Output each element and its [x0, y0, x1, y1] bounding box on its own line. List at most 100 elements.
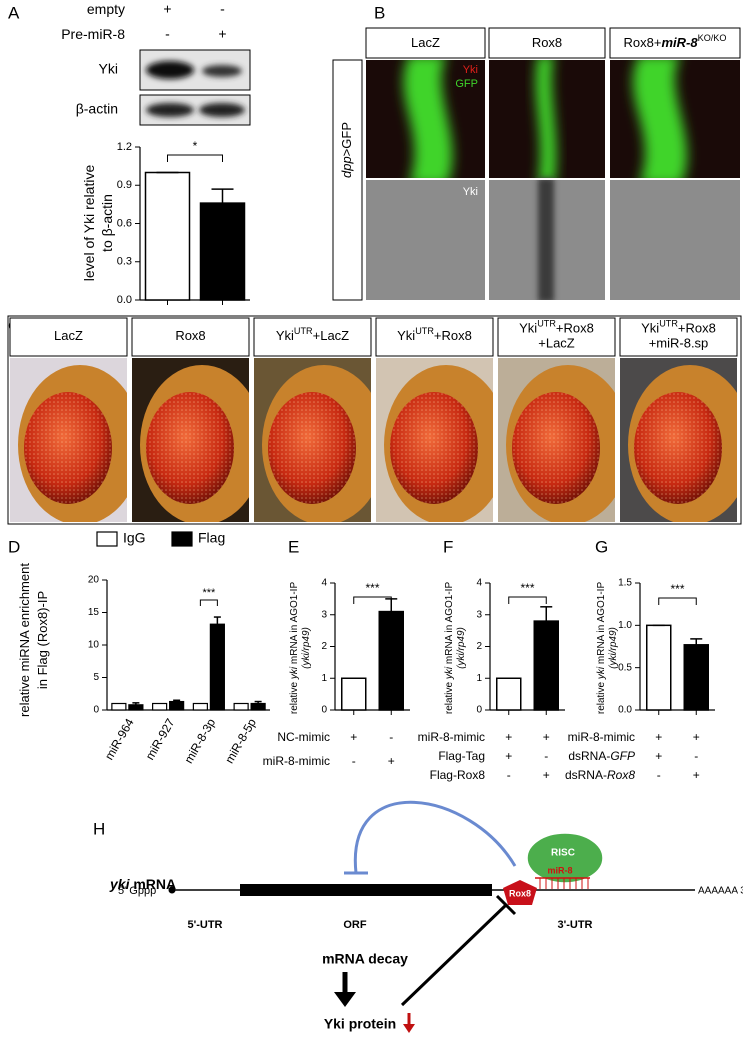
significance-bracket	[353, 596, 392, 604]
column-header-label-part: UTR	[537, 319, 556, 329]
column-header-label-part: +Rox8	[556, 321, 594, 336]
column-header	[131, 317, 250, 357]
panel-label: G	[595, 537, 608, 556]
column-header	[365, 27, 486, 59]
y-tick-label: 3	[476, 609, 482, 620]
blot-band	[202, 65, 242, 77]
mirna-label: miR-8	[547, 865, 572, 875]
condition-mark: +	[693, 730, 700, 744]
condition-label: miR-8-mimic	[418, 730, 485, 744]
eye-facets	[268, 392, 356, 504]
blot-label: β-actin	[76, 101, 118, 117]
column-header	[488, 27, 606, 59]
condition-label: dsRNA-GFP	[568, 749, 635, 763]
y-axis-label: relative yki mRNA in AGO1-IP	[444, 582, 455, 715]
cap-label: 5' Gppp	[118, 885, 156, 897]
panel-label: A	[8, 3, 20, 22]
column-header-label-part: LacZ	[411, 35, 440, 50]
condition-label-part: Flag-Rox8	[430, 768, 486, 782]
condition-mark: -	[220, 1, 225, 17]
y-tick-label: 15	[88, 607, 100, 618]
column-header-label-part: +Rox8	[434, 328, 472, 343]
bar	[250, 702, 266, 711]
condition-label: Pre-miR-8	[61, 26, 125, 42]
bar	[533, 620, 559, 711]
y-axis-label: (yki/rp49)	[608, 627, 619, 669]
down-arrowhead	[403, 1024, 415, 1033]
column-header-label-part: UTR	[659, 319, 678, 329]
y-axis-label-part: yki	[289, 666, 300, 680]
feedback-bar	[495, 894, 517, 916]
y-axis-label-part: to β-actin	[99, 194, 115, 252]
micrograph	[366, 60, 485, 300]
row-header-label-part: dpp	[339, 156, 354, 178]
rox8-label: Rox8	[509, 888, 531, 898]
y-axis-label: (yki/rp49)	[301, 627, 312, 669]
y-tick-label: 10	[88, 640, 100, 651]
panel-label: F	[443, 537, 453, 556]
column-header-label-part: Rox8+	[624, 35, 662, 50]
column-header-label-part: +miR-8.sp	[649, 336, 709, 351]
y-tick-label: 1.5	[618, 578, 632, 589]
bar	[683, 644, 709, 711]
blot-label: Yki	[99, 61, 118, 77]
y-tick-label: 4	[476, 578, 482, 589]
panel-label: D	[8, 537, 20, 556]
risc	[526, 832, 604, 884]
stain-label: Yki	[463, 64, 478, 76]
condition-mark: -	[165, 26, 170, 42]
column-header	[619, 317, 738, 357]
column-header-label-part: KO/KO	[698, 33, 727, 43]
condition-label-part: GFP	[610, 749, 635, 763]
y-tick-label: 3	[321, 609, 327, 620]
y-axis-label-part: relative miRNA enrichment	[17, 563, 32, 717]
column-header-label-part: Yki	[519, 321, 537, 336]
y-axis-label: (yki/rp49)	[456, 627, 467, 669]
significance-bracket	[658, 597, 697, 605]
yki-stripe	[538, 178, 554, 300]
y-tick-label: 0.9	[117, 179, 132, 191]
y-axis-label-part: mRNA in AGO1-IP	[596, 582, 607, 667]
condition-label: miR-8-mimic	[263, 754, 330, 768]
significance-bracket	[508, 596, 547, 604]
significance-label: ***	[365, 581, 379, 595]
rox8	[503, 880, 537, 905]
y-axis-label-part: yki	[444, 666, 455, 680]
column-header-label: LacZ	[411, 35, 440, 50]
y-tick-label: 0	[93, 705, 99, 716]
column-header-label: +miR-8.sp	[649, 336, 709, 351]
eye-photo	[620, 358, 737, 522]
y-axis-label-part: level of Yki relative	[81, 165, 97, 282]
y-tick-label: 0.5	[618, 662, 632, 673]
y-axis-label-part: (yki/rp49)	[608, 627, 619, 669]
column-header	[497, 317, 616, 357]
region-label: 5'-UTR	[187, 919, 222, 931]
condition-label-part: dsRNA-	[568, 749, 610, 763]
condition-label-part: miR-8-mimic	[418, 730, 485, 744]
column-header	[253, 317, 372, 357]
eye-photo	[498, 358, 615, 522]
condition-label: miR-8-mimic	[568, 730, 635, 744]
condition-mark: +	[543, 730, 550, 744]
condition-mark: +	[505, 749, 512, 763]
condition-mark: +	[693, 768, 700, 782]
bar	[233, 702, 249, 711]
significance-label: *	[193, 139, 198, 153]
mrna-label-part: yki	[109, 876, 131, 892]
eye-facets	[390, 392, 478, 504]
y-tick-label: 1.2	[117, 141, 132, 153]
column-header-label-part: Yki	[276, 328, 294, 343]
condition-mark: +	[163, 1, 171, 17]
bar	[192, 702, 208, 711]
condition-label: NC-mimic	[277, 730, 330, 744]
column-header	[375, 317, 494, 357]
condition-mark: +	[655, 730, 662, 744]
condition-mark: +	[543, 768, 550, 782]
y-tick-label: 2	[476, 641, 482, 652]
condition-mark: -	[544, 749, 548, 763]
eye-facets	[634, 392, 722, 504]
x-tick-label: miR-8-3p	[181, 716, 218, 766]
column-header-label-part: Rox8	[532, 35, 562, 50]
eye-photo	[376, 358, 493, 522]
y-axis-label-part: mRNA in AGO1-IP	[444, 582, 455, 667]
